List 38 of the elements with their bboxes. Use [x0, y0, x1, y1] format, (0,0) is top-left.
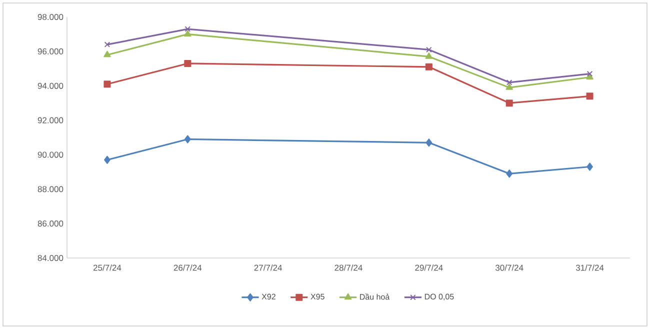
- legend-label: DO 0,05: [424, 294, 454, 300]
- legend-label: X95: [310, 294, 324, 300]
- y-tick-label: 96.000: [38, 48, 64, 54]
- legend-label: Dầu hoả: [360, 294, 390, 300]
- x-tick-label: 25/7/24: [93, 264, 122, 271]
- legend-label: X92: [262, 294, 276, 300]
- y-tick-label: 90.000: [38, 152, 64, 158]
- y-tick-label: 98.000: [38, 14, 64, 20]
- x-tick-label: 27/7/24: [254, 264, 282, 271]
- y-tick-label: 92.000: [38, 117, 64, 124]
- point: [426, 138, 432, 147]
- x-tick-label: 29/7/24: [415, 264, 443, 271]
- point: [104, 42, 110, 48]
- x-tick-label: 31/7/24: [576, 264, 604, 271]
- point: [506, 80, 512, 86]
- y-tick-label: 86.000: [38, 220, 64, 227]
- point: [104, 80, 111, 88]
- point: [506, 83, 513, 90]
- point: [104, 50, 111, 58]
- point: [506, 170, 513, 178]
- point: [426, 46, 432, 53]
- point: [586, 70, 593, 77]
- point: [586, 92, 594, 100]
- point: [184, 30, 192, 37]
- y-tick-label: 94.000: [38, 82, 64, 89]
- point: [586, 162, 593, 171]
- point: [184, 135, 191, 144]
- point: [184, 26, 191, 32]
- y-tick-label: 84.000: [38, 254, 64, 261]
- x-tick-label: 26/7/24: [174, 264, 202, 271]
- point: [425, 63, 432, 70]
- x-tick-label: 30/7/24: [496, 264, 524, 271]
- point: [184, 60, 192, 67]
- x-tick-label: 28/7/24: [334, 264, 362, 271]
- point: [425, 52, 433, 59]
- y-tick-label: 88.000: [38, 186, 64, 192]
- point: [506, 100, 513, 107]
- point: [104, 156, 110, 164]
